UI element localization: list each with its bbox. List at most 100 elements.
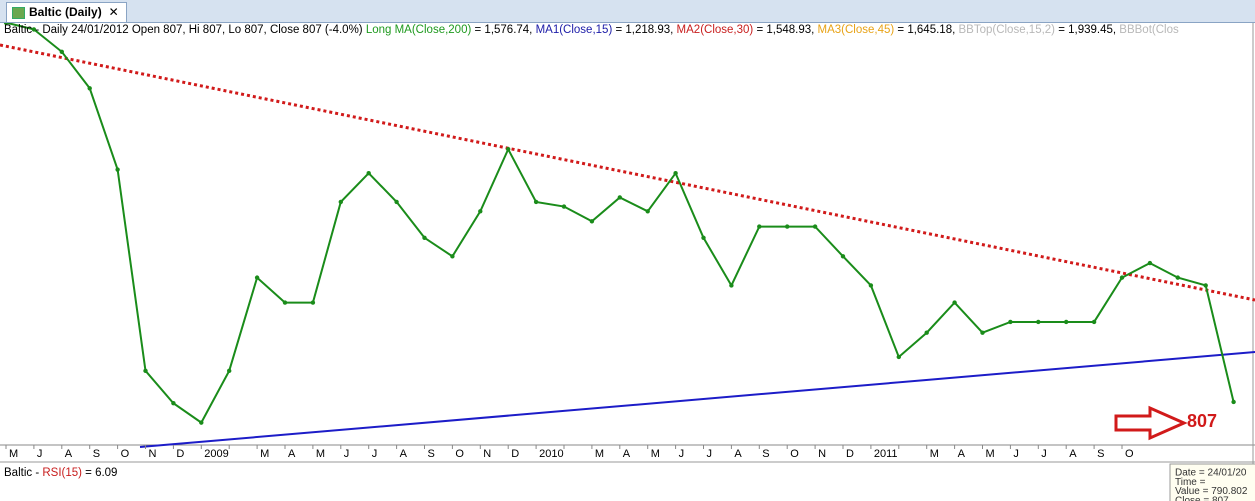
x-tick-label: J (1013, 448, 1019, 460)
header-segment: Long MA(Close,200) (365, 24, 472, 36)
x-tick-label: 2011 (874, 448, 898, 460)
x-tick-label: J (372, 448, 378, 460)
x-tick-label: M (316, 448, 325, 460)
x-tick-label: J (37, 448, 43, 460)
tab[interactable]: Baltic (Daily) ✕ (6, 2, 127, 22)
resistance-trendline (0, 43, 1255, 302)
x-tick-label: N (149, 448, 157, 460)
price-point (282, 300, 288, 305)
rsi-segment: Baltic - (4, 467, 43, 479)
x-tick-label: A (65, 448, 73, 460)
header-segment: = 1,548.93, (753, 24, 818, 36)
support-trendline (139, 351, 1255, 448)
header-segment: = 1,218.93, (612, 24, 677, 36)
x-tick-label: M (9, 448, 18, 460)
price-point (366, 171, 371, 176)
price-point (840, 254, 846, 259)
x-tick-label: M (595, 448, 604, 460)
tooltip-line: Value = 790.802 (1175, 486, 1248, 497)
price-point (617, 195, 622, 200)
price-point (254, 275, 260, 280)
x-tick-label: M (651, 448, 660, 460)
arrow (1114, 405, 1188, 441)
header-segment: BBBot(Clos (1119, 24, 1179, 36)
price-point (1175, 275, 1181, 280)
price-point (645, 209, 650, 214)
rsi-segment: = 6.09 (81, 467, 118, 479)
chart-header: Baltic - Daily 24/01/2012 Open 807, Hi 8… (4, 24, 1254, 36)
price-point (1147, 260, 1153, 266)
header-segment: MA1(Close,15) (535, 24, 613, 36)
price-point (394, 199, 399, 205)
price-point (785, 224, 790, 229)
price-point (812, 224, 818, 229)
x-tick-label: A (400, 448, 408, 460)
price-point (115, 167, 120, 172)
tab-title: Baltic (Daily) (29, 5, 102, 19)
price-point (143, 368, 148, 374)
price-point (1091, 319, 1097, 325)
x-tick-label: A (623, 448, 631, 460)
price-point (338, 199, 343, 205)
price-point (227, 368, 232, 374)
price-point (1203, 283, 1208, 288)
price-point (310, 300, 316, 305)
header-segment: = 1,939.45, (1055, 24, 1120, 36)
price-point (450, 254, 455, 259)
price-point (1119, 275, 1125, 280)
x-tick-label: M (930, 448, 939, 460)
x-tick-label: J (344, 448, 350, 460)
price-point (896, 354, 901, 360)
x-tick-label: O (121, 448, 130, 460)
header-segment: = 1,576.74, (471, 24, 536, 36)
header-segment: = 1,645.18, (894, 24, 959, 36)
x-tick-label: A (958, 448, 966, 460)
x-tick-label: S (1097, 448, 1104, 460)
price-point (868, 283, 874, 288)
price-point (199, 420, 204, 425)
x-tick-label: O (455, 448, 464, 460)
tooltip-line: Close = 807 (1175, 496, 1229, 501)
x-tick-label: N (483, 448, 491, 460)
price-point (952, 300, 957, 305)
x-tick-label: 2009 (204, 448, 228, 460)
x-tick-label: O (1125, 448, 1134, 460)
header-segment: MA2(Close,30) (676, 24, 754, 36)
tooltip (1169, 463, 1255, 501)
x-tick-label: J (707, 448, 713, 460)
price-point (701, 235, 706, 240)
x-tick-label: O (790, 448, 799, 460)
price-point (59, 49, 64, 54)
x-tick-label: S (93, 448, 100, 460)
x-tick-label: M (986, 448, 995, 460)
x-tick-label: M (260, 448, 269, 460)
price-point (1036, 319, 1041, 325)
price-point (1064, 319, 1069, 325)
header-segment: Baltic - Daily 24/01/2012 Open 807, Hi 8… (4, 24, 366, 36)
tooltip-line: Date = 24/01/20 (1175, 468, 1247, 479)
price-point (87, 86, 92, 91)
price-point (673, 171, 678, 176)
x-tick-label: N (818, 448, 826, 460)
x-tick-label: A (1069, 448, 1077, 460)
x-tick-label: S (762, 448, 769, 460)
price-point (422, 235, 427, 240)
header-segment: BBTop(Close,15,2) (958, 24, 1056, 36)
close-tab[interactable]: ✕ (108, 5, 119, 19)
x-tick-label: D (511, 448, 519, 460)
price-point (533, 199, 539, 205)
price-point (980, 330, 985, 335)
annotation: 807 (1187, 411, 1217, 431)
x-tick-label: S (428, 448, 435, 460)
x-tick-label: D (176, 448, 184, 460)
price-point (589, 219, 595, 224)
price-point (1231, 399, 1236, 405)
x-tick-label: A (288, 448, 296, 460)
x-tick-label: A (734, 448, 742, 460)
price-point (31, 27, 37, 32)
price-point (757, 224, 762, 229)
x-tick-label: 2010 (539, 448, 563, 460)
rsi-segment: RSI(15) (42, 467, 82, 479)
